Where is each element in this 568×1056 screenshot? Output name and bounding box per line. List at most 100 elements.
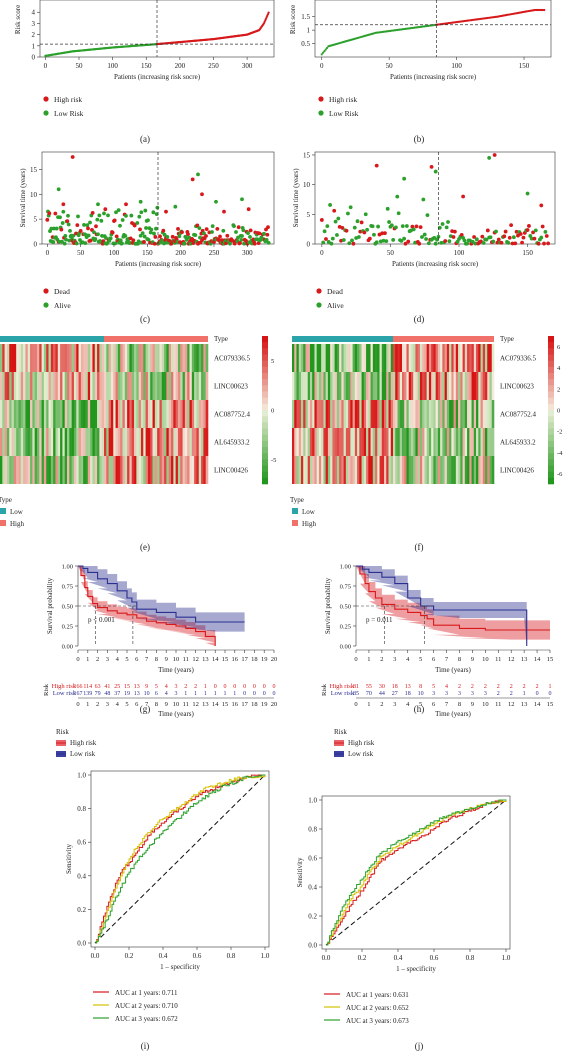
heatmap-cell xyxy=(175,372,179,400)
heatmap-cell xyxy=(80,372,84,400)
heatmap-cell xyxy=(129,344,133,372)
risk-table-row-name: Low risk xyxy=(53,690,77,697)
survival-point xyxy=(529,236,534,241)
heatmap-cell xyxy=(11,400,15,428)
heatmap-cell xyxy=(164,372,167,400)
heatmap-cell xyxy=(478,456,481,484)
heatmap-cell xyxy=(453,372,457,400)
heatmap-cell xyxy=(41,428,45,456)
heatmap-cell xyxy=(166,344,170,372)
heatmap-cell xyxy=(30,428,33,456)
heatmap-cell xyxy=(48,372,52,400)
survival-point xyxy=(197,226,202,231)
heatmap-cell xyxy=(424,400,427,428)
heatmap-cell xyxy=(408,372,412,400)
heatmap-cell xyxy=(94,400,98,428)
heatmap-cell xyxy=(296,344,300,372)
heatmap-cell xyxy=(431,456,434,484)
heatmap-cell xyxy=(473,344,477,372)
legend-label: AUC at 3 years: 0.672 xyxy=(115,1015,178,1023)
heatmap-cell xyxy=(201,372,204,400)
heatmap-cell xyxy=(101,428,105,456)
survival-point xyxy=(420,235,424,239)
survival-point xyxy=(224,241,228,246)
heatmap-cell xyxy=(50,400,54,428)
heatmap-cell xyxy=(303,372,306,400)
heatmap-cell xyxy=(80,344,84,372)
x-axis-label: 1 – specificity xyxy=(396,965,436,973)
survival-curve xyxy=(356,565,528,646)
risk-table-value: 114 xyxy=(83,684,92,690)
heatmap-cell xyxy=(145,428,149,456)
confidence-band xyxy=(356,566,550,640)
y-axis-label: Risk score xyxy=(289,5,297,34)
heatmap-cell xyxy=(138,456,142,484)
survival-point xyxy=(516,233,520,238)
heatmap-cell xyxy=(198,456,202,484)
heatmap-cell xyxy=(350,344,353,372)
heatmap-cell xyxy=(168,372,172,400)
survival-point xyxy=(65,219,70,224)
heatmap-cell xyxy=(101,456,105,484)
survival-point xyxy=(432,235,437,240)
legend-label: High risk xyxy=(54,95,82,104)
heatmap-cell xyxy=(191,344,195,372)
heatmap-cell xyxy=(85,372,89,400)
heatmap-cell xyxy=(67,400,70,428)
x-tick-label: 14 xyxy=(534,656,541,663)
heatmap-cell xyxy=(201,400,204,428)
heatmap-cell xyxy=(145,344,149,372)
heatmap-cell xyxy=(482,456,486,484)
survival-point xyxy=(158,234,162,239)
survival-point xyxy=(543,230,548,234)
risk-point xyxy=(321,51,325,54)
heatmap-cell xyxy=(426,456,430,484)
heatmap-cell xyxy=(18,372,22,400)
risk-table-tick: 8 xyxy=(155,701,158,708)
survival-point xyxy=(435,237,439,242)
risk-table-value: 3 xyxy=(432,691,435,697)
colorbar-segment xyxy=(548,379,554,386)
heatmap-cell xyxy=(471,344,475,372)
heatmap-cell xyxy=(184,400,188,428)
heatmap-cell xyxy=(408,344,412,372)
survival-point xyxy=(215,226,220,231)
heatmap-cell xyxy=(379,372,383,400)
heatmap-cell xyxy=(67,372,70,400)
survival-point xyxy=(321,240,326,245)
x-tick-label: 250 xyxy=(208,62,219,70)
heatmap-cell xyxy=(131,456,135,484)
survival-point xyxy=(149,227,154,232)
risk-table-title: Risk xyxy=(43,683,50,696)
heatmap-cell xyxy=(9,428,12,456)
heatmap-cell xyxy=(489,428,493,456)
heatmap-cell xyxy=(309,372,313,400)
heatmap-cell xyxy=(106,428,109,456)
heatmap-cell xyxy=(87,428,91,456)
heatmap-cell xyxy=(32,428,35,456)
survival-point xyxy=(142,234,147,239)
heatmap-cell xyxy=(11,344,15,372)
risk-table-value: 166 xyxy=(74,684,83,690)
x-tick-label: 300 xyxy=(242,249,253,257)
heatmap-cell xyxy=(136,456,139,484)
heatmap-cell xyxy=(34,372,38,400)
survival-point xyxy=(507,235,512,240)
risk-table-value: 30 xyxy=(379,684,385,690)
heatmap-cell xyxy=(106,372,109,400)
legend-label: High risk xyxy=(329,95,357,104)
survival-point xyxy=(514,229,519,234)
heatmap-cell xyxy=(386,344,389,372)
heatmap-cell xyxy=(361,372,365,400)
heatmap-cell xyxy=(462,400,466,428)
risk-table-value: 3 xyxy=(175,684,178,690)
x-tick-label: 1.0 xyxy=(261,952,270,960)
x-axis-label: Patients (increasing risk socre) xyxy=(115,260,202,268)
survival-point xyxy=(182,241,187,246)
heatmap-cell xyxy=(359,456,362,484)
heatmap-cell xyxy=(332,428,335,456)
heatmap-cell xyxy=(140,344,144,372)
risk-table-value: 1 xyxy=(204,684,207,690)
colorbar-segment xyxy=(548,477,554,485)
